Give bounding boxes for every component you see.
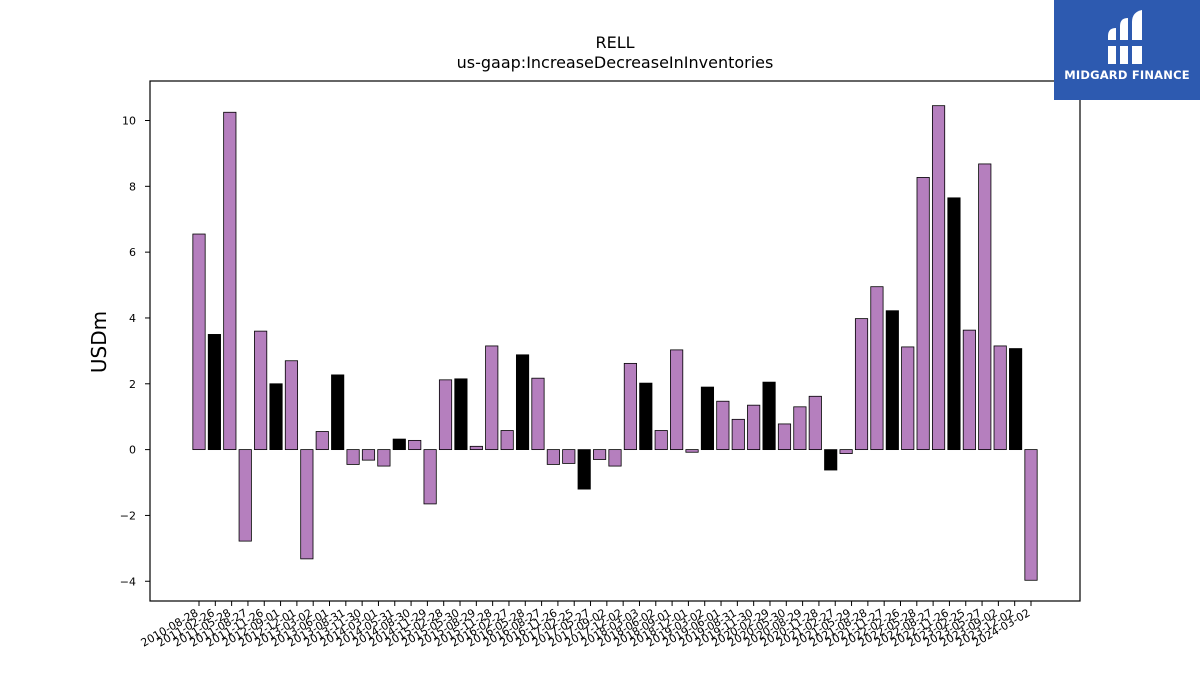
bar — [824, 449, 838, 471]
bar — [639, 382, 653, 451]
y-axis: −4 −2 0 2 4 6 8 10 — [120, 114, 150, 588]
bar — [192, 233, 206, 451]
bar — [438, 379, 453, 451]
bar — [731, 418, 745, 451]
x-axis: 2010-08-282011-02-262011-05-282011-08-27… — [139, 601, 1033, 650]
plot-frame — [149, 80, 1081, 602]
chart-subtitle: us-gaap:IncreaseDecreaseInInventories — [457, 53, 774, 72]
bar — [300, 449, 314, 560]
bar — [469, 445, 483, 451]
bar — [839, 449, 853, 454]
bar — [562, 449, 576, 464]
bar — [623, 362, 637, 451]
bar — [346, 449, 360, 465]
bar — [207, 334, 221, 451]
bar — [500, 430, 514, 451]
bar — [978, 163, 992, 451]
bar — [408, 439, 422, 451]
y-tick-label: −2 — [120, 509, 136, 522]
bar — [254, 330, 268, 451]
bar — [593, 449, 607, 460]
bar — [901, 346, 915, 451]
bar — [916, 177, 930, 451]
bar — [315, 431, 329, 451]
bar — [284, 360, 299, 451]
bar — [546, 449, 560, 465]
chart-title: RELL — [595, 33, 634, 52]
bar — [747, 404, 761, 451]
logo-brand-text: MIDGARD FINANCE — [1064, 68, 1190, 82]
y-axis-label: USDm — [87, 311, 111, 373]
midgard-logo-mark-icon — [1108, 10, 1142, 64]
bar — [854, 318, 869, 451]
bar — [1024, 449, 1038, 581]
bars-group — [192, 105, 1038, 581]
bar — [716, 400, 730, 451]
bar — [670, 349, 684, 451]
bar — [1009, 348, 1023, 451]
bar — [870, 286, 884, 451]
bar — [947, 197, 961, 451]
y-tick-label: 4 — [129, 312, 136, 325]
bar — [223, 111, 237, 451]
y-tick-label: −4 — [120, 575, 136, 588]
bar — [608, 449, 622, 467]
bar — [531, 377, 545, 451]
bar — [762, 381, 776, 451]
bar — [993, 345, 1007, 451]
bar — [793, 406, 807, 451]
bar — [885, 310, 899, 451]
y-tick-label: 8 — [129, 180, 136, 193]
bar — [331, 374, 345, 451]
bar — [808, 395, 822, 451]
y-tick-label: 0 — [129, 444, 136, 457]
bar — [485, 345, 499, 451]
bar — [931, 105, 946, 451]
bar — [392, 438, 406, 451]
midgard-finance-logo: MIDGARD FINANCE — [1054, 0, 1200, 100]
bar — [238, 449, 252, 542]
y-tick-label: 10 — [122, 114, 136, 127]
bar — [361, 449, 376, 461]
bar — [777, 423, 792, 451]
bar — [454, 378, 468, 451]
bar — [700, 386, 715, 451]
bar — [577, 449, 591, 490]
y-tick-label: 2 — [129, 378, 136, 391]
bar — [423, 449, 437, 505]
bar — [962, 329, 976, 451]
bar — [685, 449, 699, 453]
bar — [377, 449, 391, 467]
bar — [654, 430, 668, 451]
bar — [515, 354, 530, 451]
bar — [269, 383, 283, 450]
y-tick-label: 6 — [129, 246, 136, 259]
